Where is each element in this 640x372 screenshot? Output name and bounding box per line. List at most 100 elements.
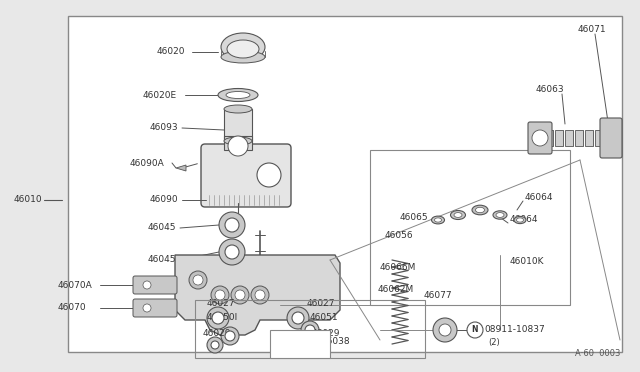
Text: 46027: 46027	[307, 299, 335, 308]
Ellipse shape	[221, 51, 265, 63]
Circle shape	[207, 307, 229, 329]
Circle shape	[433, 318, 457, 342]
Circle shape	[291, 341, 299, 349]
Circle shape	[207, 337, 223, 353]
Circle shape	[255, 290, 265, 300]
Text: A·60  0003: A·60 0003	[575, 349, 620, 358]
Circle shape	[287, 307, 309, 329]
FancyBboxPatch shape	[201, 144, 291, 207]
Text: 46090: 46090	[150, 196, 179, 205]
Text: 46090A: 46090A	[130, 158, 164, 167]
Circle shape	[211, 341, 219, 349]
Circle shape	[215, 290, 225, 300]
FancyBboxPatch shape	[595, 130, 603, 146]
Ellipse shape	[221, 33, 265, 61]
Circle shape	[219, 212, 245, 238]
Text: 46071: 46071	[578, 26, 607, 35]
Text: 46065: 46065	[400, 214, 429, 222]
Text: 46070A: 46070A	[58, 280, 93, 289]
FancyBboxPatch shape	[545, 130, 553, 146]
Circle shape	[301, 321, 319, 339]
FancyBboxPatch shape	[133, 276, 177, 294]
Bar	[370, 150, 570, 305]
Circle shape	[228, 136, 248, 156]
Ellipse shape	[454, 213, 462, 217]
Circle shape	[143, 281, 151, 289]
FancyBboxPatch shape	[133, 299, 177, 317]
Ellipse shape	[226, 92, 250, 99]
Text: 46038: 46038	[322, 337, 351, 346]
Ellipse shape	[516, 218, 524, 222]
Circle shape	[532, 130, 548, 146]
Text: 46029: 46029	[312, 328, 340, 337]
Text: 46077: 46077	[424, 291, 452, 299]
FancyBboxPatch shape	[555, 130, 563, 146]
Circle shape	[287, 337, 303, 353]
Ellipse shape	[227, 40, 259, 58]
Text: 46056: 46056	[385, 231, 413, 240]
Ellipse shape	[431, 216, 445, 224]
Ellipse shape	[451, 211, 465, 219]
Text: 46064: 46064	[525, 193, 554, 202]
Circle shape	[189, 271, 207, 289]
Circle shape	[143, 304, 151, 312]
Text: 46029: 46029	[203, 328, 232, 337]
Circle shape	[284, 337, 296, 349]
Circle shape	[221, 327, 239, 345]
Ellipse shape	[514, 217, 526, 224]
Circle shape	[231, 286, 249, 304]
Ellipse shape	[472, 205, 488, 215]
Bar	[195, 300, 425, 358]
FancyBboxPatch shape	[565, 130, 573, 146]
Bar	[270, 330, 330, 358]
Circle shape	[301, 342, 311, 352]
Circle shape	[251, 286, 269, 304]
Text: 46070: 46070	[58, 304, 86, 312]
Circle shape	[439, 324, 451, 336]
Circle shape	[225, 331, 235, 341]
Text: (2): (2)	[488, 337, 500, 346]
Bar	[68, 16, 622, 352]
Text: 46045: 46045	[148, 256, 177, 264]
FancyBboxPatch shape	[585, 130, 593, 146]
Text: 46051: 46051	[310, 314, 339, 323]
Circle shape	[467, 322, 483, 338]
FancyBboxPatch shape	[575, 130, 583, 146]
Ellipse shape	[493, 211, 507, 219]
FancyBboxPatch shape	[224, 136, 252, 150]
Text: 46020: 46020	[157, 48, 186, 57]
Text: 46050I: 46050I	[207, 314, 238, 323]
Circle shape	[305, 325, 315, 335]
Circle shape	[296, 337, 316, 357]
FancyBboxPatch shape	[600, 118, 622, 158]
Circle shape	[225, 218, 239, 232]
Text: N: N	[472, 326, 478, 334]
Circle shape	[257, 163, 281, 187]
Circle shape	[211, 286, 229, 304]
Text: 46010: 46010	[14, 196, 43, 205]
Circle shape	[193, 275, 203, 285]
Text: 46027: 46027	[207, 299, 236, 308]
Ellipse shape	[218, 89, 258, 102]
Circle shape	[235, 290, 245, 300]
Text: 46066M: 46066M	[380, 263, 417, 273]
Text: 46062M: 46062M	[378, 285, 414, 295]
Ellipse shape	[224, 105, 252, 113]
Circle shape	[212, 312, 224, 324]
Text: 46045: 46045	[148, 224, 177, 232]
Text: 46020E: 46020E	[143, 90, 177, 99]
Text: 46063: 46063	[536, 86, 564, 94]
FancyBboxPatch shape	[224, 109, 252, 141]
Ellipse shape	[435, 218, 442, 222]
Polygon shape	[175, 255, 340, 335]
Ellipse shape	[496, 213, 504, 217]
FancyBboxPatch shape	[528, 122, 552, 154]
Ellipse shape	[224, 137, 252, 145]
Text: 46093: 46093	[150, 124, 179, 132]
Circle shape	[279, 332, 301, 354]
Ellipse shape	[476, 207, 484, 213]
Circle shape	[292, 312, 304, 324]
Polygon shape	[176, 165, 186, 171]
Text: 46064: 46064	[510, 215, 538, 224]
Circle shape	[225, 245, 239, 259]
